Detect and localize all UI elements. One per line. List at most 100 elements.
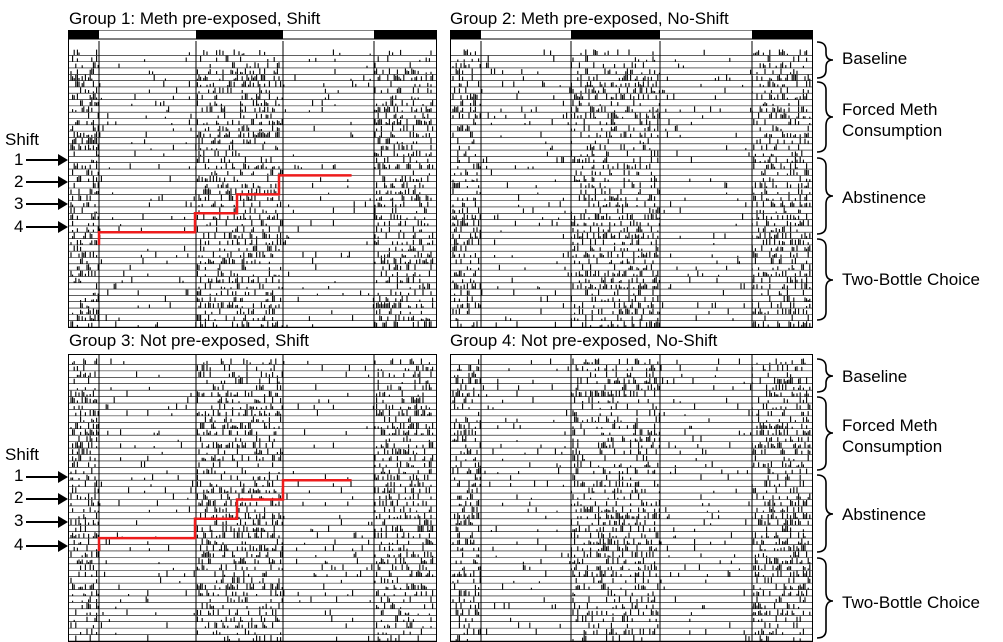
activity-bars <box>70 251 432 258</box>
activity-bars <box>455 258 808 264</box>
activity-bars <box>72 194 432 201</box>
shift-arrow-3-bottom <box>26 516 68 528</box>
activity-bars <box>72 220 429 226</box>
activity-bars <box>457 302 811 308</box>
shift-arrow-4-top <box>26 221 68 233</box>
activity-bars <box>70 239 434 245</box>
activity-bars <box>454 239 809 245</box>
activity-bars <box>462 564 811 571</box>
actogram-group-4 <box>450 354 813 642</box>
activity-bars <box>466 264 811 271</box>
activity-bars <box>78 435 430 442</box>
activity-bars <box>452 62 804 68</box>
activity-bars <box>457 125 809 132</box>
activity-bars <box>458 622 798 629</box>
activity-bars <box>455 68 798 75</box>
activity-bars <box>72 480 432 487</box>
activity-bars <box>73 182 424 188</box>
activity-bars <box>458 615 801 622</box>
activity-bars <box>452 232 811 239</box>
activity-bars <box>78 570 434 577</box>
activity-bars <box>457 150 803 157</box>
activity-bars <box>457 493 811 500</box>
activity-bars <box>452 201 811 207</box>
activity-bars <box>462 506 803 513</box>
activity-bars <box>70 397 424 403</box>
activity-bars <box>452 207 801 214</box>
activity-bars <box>70 519 432 526</box>
activity-bars <box>454 283 811 290</box>
activity-bars <box>70 500 427 506</box>
panel-title-group-2: Group 2: Meth pre-exposed, No-Shift <box>450 9 729 28</box>
activity-bars <box>75 635 419 641</box>
activity-bars <box>452 112 811 119</box>
activity-bars <box>73 277 421 283</box>
activity-bars <box>452 596 806 603</box>
shift-label-top: Shift <box>5 130 40 149</box>
actogram-group-2 <box>450 30 813 328</box>
activity-bars <box>454 295 811 302</box>
activity-bars <box>463 49 808 56</box>
activity-bars <box>70 74 434 81</box>
activity-bars <box>457 163 808 169</box>
shift-number-2-bottom: 2 <box>14 488 24 507</box>
activity-bars <box>75 81 432 87</box>
activity-bars <box>70 321 432 327</box>
activity-bars <box>73 131 430 138</box>
activity-bars <box>455 461 804 468</box>
activity-bars <box>72 138 432 144</box>
activity-bars <box>80 416 411 423</box>
activity-bars <box>75 609 430 616</box>
activity-bars <box>70 474 429 481</box>
brace-forced-meth-top <box>816 81 834 153</box>
activity-bars <box>452 175 811 182</box>
activity-bars <box>454 403 811 410</box>
shift-number-4-bottom: 4 <box>14 535 24 554</box>
activity-bars <box>455 377 808 384</box>
activity-bars <box>460 448 811 455</box>
activity-bars <box>72 461 432 468</box>
activity-bars <box>478 358 806 365</box>
activity-bars <box>70 125 434 132</box>
activity-bars <box>454 289 804 296</box>
activity-bars <box>70 390 424 397</box>
activity-bars <box>457 545 806 551</box>
activity-bars <box>72 308 422 315</box>
brace-baseline-top <box>816 41 834 79</box>
activity-bars <box>452 251 809 258</box>
activity-bars <box>452 577 811 584</box>
activity-bars <box>73 615 432 622</box>
activity-bars <box>452 467 808 474</box>
activity-bars <box>76 264 432 271</box>
activity-bars <box>452 538 809 545</box>
activity-bars <box>78 512 432 519</box>
activity-bars <box>70 493 432 500</box>
phase-label-abstinence-top: Abstinence <box>842 188 927 207</box>
activity-bars <box>70 68 432 75</box>
shift-arrow-1-bottom <box>26 471 68 483</box>
activity-bars <box>70 207 427 214</box>
activity-bars <box>473 119 811 125</box>
phase-label-baseline-top: Baseline <box>842 49 908 68</box>
activity-bars <box>72 442 434 448</box>
panel-title-group-3: Group 3: Not pre-exposed, Shift <box>69 331 310 350</box>
activity-bars <box>72 506 432 513</box>
shift-arrow-2-top <box>26 176 68 188</box>
phase-label-forced-meth-top: Forced Meth Consumption <box>842 100 943 140</box>
phase-label-abstinence-bottom: Abstinence <box>842 505 927 524</box>
activity-bars <box>454 583 809 590</box>
activity-bars <box>452 220 809 226</box>
activity-bars <box>455 525 804 532</box>
activity-bars <box>72 455 434 461</box>
activity-bars <box>466 487 798 494</box>
activity-bars <box>455 609 811 616</box>
activity-bars <box>457 156 804 163</box>
shift-schedule-line <box>97 174 352 245</box>
activity-bars <box>70 144 432 151</box>
activity-bars <box>72 226 422 233</box>
activity-bars <box>72 93 419 100</box>
shift-arrow-1-top <box>26 154 68 166</box>
activity-bars <box>457 480 804 487</box>
activity-bars <box>80 628 422 635</box>
activity-bars <box>72 55 430 62</box>
